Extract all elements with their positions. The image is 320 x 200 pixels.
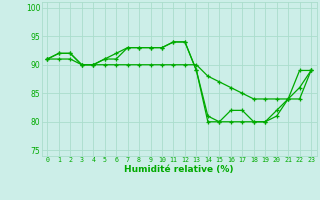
X-axis label: Humidité relative (%): Humidité relative (%)	[124, 165, 234, 174]
